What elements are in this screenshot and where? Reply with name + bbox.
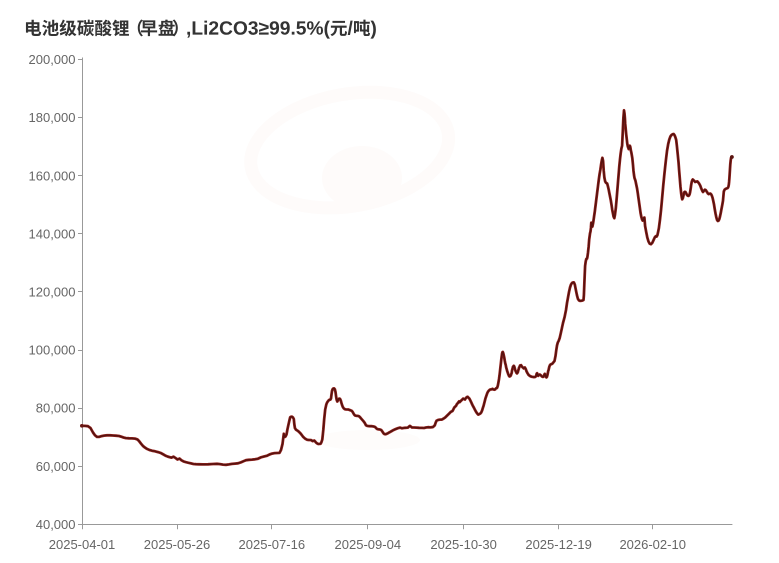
svg-text:200,000: 200,000 xyxy=(29,52,76,67)
svg-text:60,000: 60,000 xyxy=(36,459,76,474)
svg-text:80,000: 80,000 xyxy=(36,401,76,416)
svg-text:2025-07-16: 2025-07-16 xyxy=(239,537,306,552)
svg-text:2025-10-30: 2025-10-30 xyxy=(430,537,497,552)
svg-text:140,000: 140,000 xyxy=(29,226,76,241)
svg-text:2025-12-19: 2025-12-19 xyxy=(525,537,592,552)
svg-text:2026-02-10: 2026-02-10 xyxy=(619,537,686,552)
svg-text:120,000: 120,000 xyxy=(29,285,76,300)
svg-text:2025-04-01: 2025-04-01 xyxy=(49,537,116,552)
svg-text:100,000: 100,000 xyxy=(29,343,76,358)
svg-text:2025-09-04: 2025-09-04 xyxy=(335,537,402,552)
svg-text:180,000: 180,000 xyxy=(29,110,76,125)
svg-text:160,000: 160,000 xyxy=(29,168,76,183)
svg-text:2025-05-26: 2025-05-26 xyxy=(144,537,211,552)
svg-text:40,000: 40,000 xyxy=(36,517,76,532)
